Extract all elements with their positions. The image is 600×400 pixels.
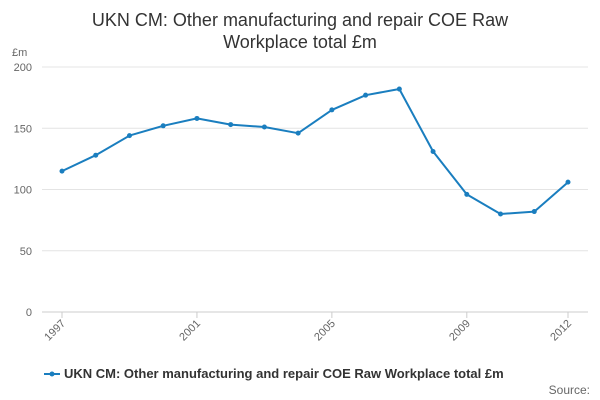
y-tick-label-50: 50 bbox=[20, 246, 32, 258]
data-point-2011 bbox=[531, 209, 537, 215]
x-axis-ticks: 1997 2001 2005 2009 2012 bbox=[42, 312, 574, 343]
data-point-2004 bbox=[295, 130, 301, 136]
data-point-2003 bbox=[261, 124, 267, 130]
y-tick-label-200: 200 bbox=[14, 62, 32, 74]
x-tick-label-2009: 2009 bbox=[447, 318, 473, 344]
y-axis-ticks: 0 50 100 150 200 bbox=[14, 62, 32, 319]
y-tick-label-100: 100 bbox=[14, 185, 32, 197]
data-point-2009 bbox=[464, 191, 470, 197]
data-point-2006 bbox=[363, 92, 369, 98]
series-line-0 bbox=[61, 88, 569, 215]
data-point-1997 bbox=[59, 168, 65, 174]
x-tick-label-2001: 2001 bbox=[177, 318, 203, 344]
chart-title-line-1: UKN CM: Other manufacturing and repair C… bbox=[92, 10, 509, 30]
data-point-2012 bbox=[565, 179, 571, 185]
gridlines bbox=[42, 66, 588, 252]
data-point-2000 bbox=[160, 123, 166, 129]
data-point-2001 bbox=[194, 115, 200, 121]
data-point-1999 bbox=[126, 133, 132, 139]
data-point-1998 bbox=[93, 152, 99, 158]
x-tick-label-1997: 1997 bbox=[42, 318, 68, 344]
legend: UKN CM: Other manufacturing and repair C… bbox=[44, 366, 504, 381]
data-point-2008 bbox=[430, 149, 436, 155]
legend-marker-swatch bbox=[49, 371, 55, 377]
y-axis-unit-label: £m bbox=[12, 47, 27, 59]
chart-title-line-2: Workplace total £m bbox=[223, 32, 377, 52]
series-group bbox=[59, 86, 571, 217]
data-point-2010 bbox=[498, 211, 504, 217]
data-point-2002 bbox=[228, 122, 234, 128]
data-point-2007 bbox=[396, 86, 402, 92]
x-tick-label-2012: 2012 bbox=[548, 318, 574, 344]
chart-title: UKN CM: Other manufacturing and repair C… bbox=[92, 10, 509, 52]
y-tick-label-0: 0 bbox=[26, 307, 32, 319]
legend-label: UKN CM: Other manufacturing and repair C… bbox=[64, 366, 504, 381]
x-tick-label-2005: 2005 bbox=[312, 318, 338, 344]
data-point-2005 bbox=[329, 107, 335, 113]
source-label: Source: bbox=[549, 383, 590, 397]
y-tick-label-150: 150 bbox=[14, 123, 32, 135]
